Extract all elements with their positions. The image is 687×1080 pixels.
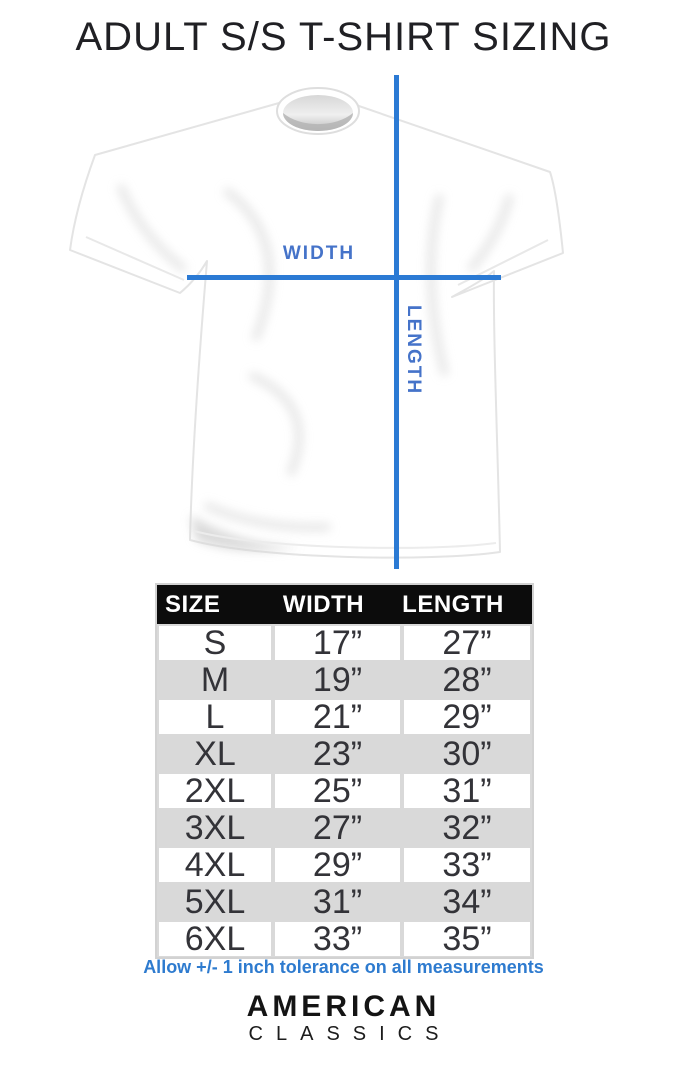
table-row: L 21” 29” [157, 698, 532, 735]
tolerance-note: Allow +/- 1 inch tolerance on all measur… [143, 957, 544, 977]
brand-logo: AMERICAN CLASSICS [0, 990, 687, 1046]
cell-length: 28” [442, 660, 492, 699]
table-row: 2XL 25” 31” [157, 772, 532, 809]
width-label: WIDTH [282, 243, 356, 264]
cell-length: 33” [404, 848, 530, 882]
length-label: LENGTH [403, 305, 424, 396]
cell-width: 27” [312, 808, 363, 847]
cell-length: 35” [404, 922, 530, 956]
brand-logo-line1: AMERICAN [246, 990, 441, 1023]
cell-size: M [200, 660, 230, 699]
width-measure-line [187, 275, 501, 280]
cell-size: 6XL [159, 922, 271, 956]
cell-width: 33” [275, 922, 400, 956]
cell-width: 17” [275, 626, 400, 660]
cell-width: 29” [275, 848, 400, 882]
table-row: XL 23” 30” [157, 735, 532, 772]
size-table-body: S 17” 27” M 19” 28” L 21” 29” XL 23” 30” 2XL 25” 31” 3X… [157, 624, 532, 957]
cell-width: 25” [275, 774, 400, 808]
cell-size: S [159, 626, 271, 660]
cell-size: XL [194, 734, 236, 773]
brand-logo-line2: CLASSICS [248, 1023, 452, 1045]
cell-length: 29” [404, 700, 530, 734]
cell-length: 31” [404, 774, 530, 808]
cell-size: 4XL [159, 848, 271, 882]
cell-length: 27” [404, 626, 530, 660]
cell-width: 19” [312, 660, 363, 699]
cell-length: 32” [442, 808, 492, 847]
tshirt-diagram: WIDTH LENGTH [0, 75, 687, 575]
cell-length: 30” [442, 734, 492, 773]
cell-size: L [159, 700, 271, 734]
table-row: S 17” 27” [157, 624, 532, 661]
size-table-header: SIZE WIDTH LENGTH [157, 585, 532, 624]
cell-size: 2XL [159, 774, 271, 808]
page-title: ADULT S/S T-SHIRT SIZING [75, 15, 612, 59]
cell-width: 31” [312, 882, 363, 921]
header-size: SIZE [165, 590, 221, 618]
cell-length: 34” [442, 882, 492, 921]
table-row: 6XL 33” 35” [157, 920, 532, 957]
cell-size: 3XL [184, 808, 246, 847]
header-width: WIDTH [282, 590, 365, 618]
size-table: SIZE WIDTH LENGTH S 17” 27” M 19” 28” L 21” 29” X… [155, 583, 534, 959]
cell-width: 23” [312, 734, 363, 773]
table-row: 3XL 27” 32” [157, 809, 532, 846]
tshirt-image [69, 87, 564, 559]
table-row: 5XL 31” 34” [157, 883, 532, 920]
table-row: 4XL 29” 33” [157, 846, 532, 883]
cell-width: 21” [275, 700, 400, 734]
table-row: M 19” 28” [157, 661, 532, 698]
length-measure-line [394, 75, 399, 569]
cell-size: 5XL [184, 882, 246, 921]
header-length: LENGTH [402, 590, 504, 618]
